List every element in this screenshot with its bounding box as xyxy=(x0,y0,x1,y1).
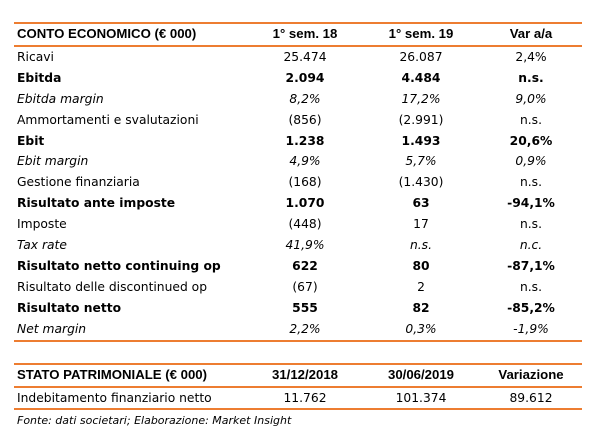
row-label: Risultato delle discontinued op xyxy=(17,279,208,294)
row-value: 17 xyxy=(413,217,429,232)
column-header-h1-2019: 1° sem. 19 xyxy=(362,22,480,47)
table-row-gestione-finanziaria: Gestione finanziaria (168) (1.430) n.s. xyxy=(14,172,582,193)
row-label: Risultato ante imposte xyxy=(17,196,176,211)
row-value: 20,6% xyxy=(509,133,553,148)
column-header-yoy-change: Var a/a xyxy=(480,22,582,47)
row-label: Ebit margin xyxy=(17,154,89,169)
balance-sheet-table: STATO PATRIMONIALE (€ 000) 31/12/2018 30… xyxy=(14,362,582,411)
row-label: Imposte xyxy=(17,217,67,232)
table-row-tax-rate: Tax rate 41,9% n.s. n.c. xyxy=(14,235,582,256)
row-value: 1.238 xyxy=(285,133,325,148)
row-value: 555 xyxy=(292,300,318,315)
row-value: 89.612 xyxy=(480,386,582,411)
row-value: 80 xyxy=(412,258,430,273)
row-value: n.s. xyxy=(519,175,543,190)
table-row-risultato-ante-imposte: Risultato ante imposte 1.070 63 -94,1% xyxy=(14,193,582,214)
column-header-variation: Variazione xyxy=(480,362,582,388)
row-value: 2 xyxy=(417,279,425,294)
row-value: 622 xyxy=(292,258,318,273)
balance-sheet-title: STATO PATRIMONIALE (€ 000) xyxy=(14,362,248,388)
financial-document: CONTO ECONOMICO (€ 000) 1° sem. 18 1° se… xyxy=(14,22,582,427)
table-spacer xyxy=(14,342,582,363)
table-row-ammortamenti-e-svalutazioni: Ammortamenti e svalutazioni (856) (2.991) n… xyxy=(14,110,582,131)
table-row-risultato-netto-continuing-op: Risultato netto continuing op 622 80 -87,1% xyxy=(14,256,582,277)
row-value: 11.762 xyxy=(248,386,362,411)
row-value: (168) xyxy=(288,175,322,190)
row-value: 4,9% xyxy=(289,154,321,169)
row-value: (1.430) xyxy=(398,175,444,190)
row-value: n.s. xyxy=(518,70,544,85)
table-row-ricavi: Ricavi 25.474 26.087 2,4% xyxy=(14,46,582,68)
income-statement-body: Ricavi 25.474 26.087 2,4% Ebitda 2.094 4.484 n.… xyxy=(14,46,582,342)
row-value: 9,0% xyxy=(515,91,547,106)
row-value: n.s. xyxy=(519,279,543,294)
row-value: 26.087 xyxy=(399,49,443,64)
table-row-ebit: Ebit 1.238 1.493 20,6% xyxy=(14,131,582,152)
income-statement-header: CONTO ECONOMICO (€ 000) 1° sem. 18 1° se… xyxy=(14,22,582,47)
row-label: Net margin xyxy=(14,318,248,342)
balance-sheet-body: Indebitamento finanziario netto 11.762 101… xyxy=(14,386,582,411)
row-label: Ebitda margin xyxy=(17,91,104,106)
row-value: 0,3% xyxy=(362,318,480,342)
row-value: 2,4% xyxy=(515,49,547,64)
column-header-h1-2018: 1° sem. 18 xyxy=(248,22,362,47)
table-row-indebitamento-finanziario-netto: Indebitamento finanziario netto 11.762 101… xyxy=(14,386,582,411)
row-value: 2.094 xyxy=(285,70,325,85)
source-note: Fonte: dati societari; Elaborazione: Mar… xyxy=(17,414,292,428)
balance-sheet-header: STATO PATRIMONIALE (€ 000) 31/12/2018 30… xyxy=(14,362,582,388)
row-value: n.s. xyxy=(519,112,543,127)
table-row-risultato-netto: Risultato netto 555 82 -85,2% xyxy=(14,298,582,319)
row-label: Ebitda xyxy=(17,70,62,85)
row-value: -1,9% xyxy=(480,318,582,342)
row-value: (856) xyxy=(288,112,322,127)
row-value: -87,1% xyxy=(507,258,555,273)
row-value: 0,9% xyxy=(515,154,547,169)
row-label: Ammortamenti e svalutazioni xyxy=(17,112,199,127)
table-row-ebitda-margin: Ebitda margin 8,2% 17,2% 9,0% xyxy=(14,89,582,110)
row-value: 82 xyxy=(412,300,430,315)
row-value: n.c. xyxy=(519,238,543,253)
row-label: Indebitamento finanziario netto xyxy=(14,386,248,411)
row-label: Risultato netto xyxy=(17,300,122,315)
row-label: Ebit xyxy=(17,133,45,148)
income-statement-title: CONTO ECONOMICO (€ 000) xyxy=(14,22,248,47)
row-value: -85,2% xyxy=(507,300,555,315)
row-label: Tax rate xyxy=(17,238,67,253)
table-row-risultato-delle-discontinued-op: Risultato delle discontinued op (67) 2 n.s. xyxy=(14,277,582,298)
row-label: Ricavi xyxy=(17,49,54,64)
row-value: 25.474 xyxy=(283,49,327,64)
row-value: 17,2% xyxy=(401,91,441,106)
table-row-net-margin: Net margin 2,2% 0,3% -1,9% xyxy=(14,318,582,342)
table-row-ebitda: Ebitda 2.094 4.484 n.s. xyxy=(14,68,582,89)
row-value: (67) xyxy=(292,279,318,294)
row-value: 41,9% xyxy=(285,238,325,253)
row-value: n.s. xyxy=(519,217,543,232)
row-value: 1.070 xyxy=(285,196,325,211)
row-value: 1.493 xyxy=(401,133,441,148)
row-value: 63 xyxy=(412,196,430,211)
row-value: 8,2% xyxy=(289,91,321,106)
row-value: 2,2% xyxy=(248,318,362,342)
row-value: (2.991) xyxy=(398,112,444,127)
row-label: Risultato netto continuing op xyxy=(17,258,221,273)
row-value: -94,1% xyxy=(507,196,555,211)
income-statement-table: CONTO ECONOMICO (€ 000) 1° sem. 18 1° se… xyxy=(14,22,582,342)
column-header-dec-2018: 31/12/2018 xyxy=(248,362,362,388)
row-value: (448) xyxy=(288,217,322,232)
row-value: 4.484 xyxy=(401,70,441,85)
row-label: Gestione finanziaria xyxy=(17,175,140,190)
table-row-imposte: Imposte (448) 17 n.s. xyxy=(14,214,582,235)
row-value: 5,7% xyxy=(405,154,437,169)
row-value: n.s. xyxy=(409,238,433,253)
column-header-jun-2019: 30/06/2019 xyxy=(362,362,480,388)
table-row-ebit-margin: Ebit margin 4,9% 5,7% 0,9% xyxy=(14,151,582,172)
row-value: 101.374 xyxy=(362,386,480,411)
